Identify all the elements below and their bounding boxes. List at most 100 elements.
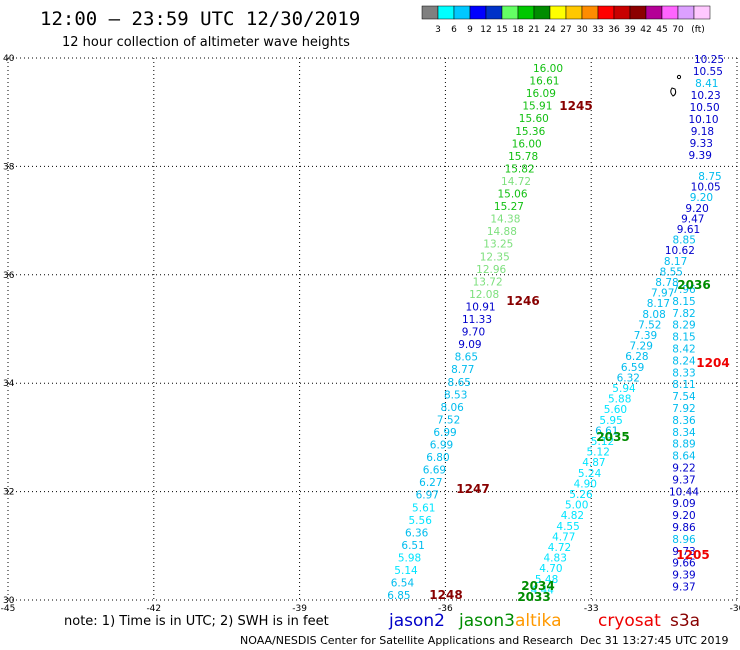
wave-height-label: 9.86 [672,522,696,534]
wave-height-label: 12.08 [469,289,499,301]
wave-height-label: 9.18 [691,126,714,138]
colorbar-swatch [437,5,455,20]
wave-height-label: 15.06 [497,189,527,201]
colorbar-label: 6 [451,25,457,35]
wave-height-label: 9.09 [672,498,695,510]
wave-height-label: 7.39 [634,330,657,342]
wave-height-label: 7.97 [651,288,674,300]
wave-height-label: 9.09 [458,339,481,351]
pass-time-label: 1246 [506,294,539,308]
wave-height-label: 9.73 [672,546,695,558]
wave-height-label: 16.00 [512,138,542,150]
wave-height-label: 5.56 [409,515,433,527]
chart-title: 12:00 – 23:59 UTC 12/30/2019 [40,8,360,30]
wave-height-label: 14.72 [501,176,531,188]
pass-time-label: 1204 [696,356,729,370]
timestamp-text: Dec 31 13:27:45 UTC 2019 [580,634,728,647]
colorbar-label: 70 [672,25,684,35]
colorbar-label: 3 [435,25,441,35]
wave-height-label: 8.08 [642,309,665,321]
wave-height-label: 8.11 [672,379,695,391]
wave-height-label: 4.55 [556,521,579,533]
colorbar-swatch [677,5,695,20]
wave-height-label: 6.28 [625,351,648,363]
colorbar-swatch [565,5,583,20]
wave-height-label: 5.95 [599,415,622,427]
wave-height-label: 9.37 [672,582,695,594]
satellite-legend-cryosat: cryosat [598,611,661,631]
colorbar-swatch [421,5,439,20]
wave-height-label: 8.89 [672,439,695,451]
wave-height-label: 9.22 [672,463,695,475]
wave-height-label: 5.98 [398,552,421,564]
wave-height-label: 8.55 [660,266,683,278]
wave-height-label: 8.29 [672,320,695,332]
colorbar-swatch [613,5,631,20]
wave-height-label: 6.61 [595,425,618,437]
wave-height-label: 14.88 [487,226,517,238]
wave-height-label: 7.52 [437,414,460,426]
colorbar-swatch [693,5,711,20]
y-tick-label: 36 [3,271,15,281]
wave-height-label: 8.78 [655,277,678,289]
x-tick-label: -42 [146,604,161,614]
colorbar-label: 18 [512,25,524,35]
wave-height-label: 8.24 [672,355,696,367]
wave-height-label: 10.44 [669,486,699,498]
colorbar-label: 27 [560,25,571,35]
colorbar-label: 21 [528,25,539,35]
pass-time-label: 2034 [521,579,554,593]
wave-height-label: 4.87 [582,457,605,469]
wave-height-label: 8.65 [455,352,478,364]
wave-height-label: 12.96 [476,264,506,276]
wave-height-label: 6.54 [391,578,415,590]
wave-height-label: 10.55 [693,66,723,78]
pass-time-label: 1245 [559,99,592,113]
axis-ticks: -45 -42 -39 -36 -33 -30 30 32 34 36 38 40 [1,54,740,614]
satellite-legend-jason3: jason3 [458,611,515,631]
wave-height-label: 8.15 [672,296,695,308]
colorbar-label: 12 [480,25,491,35]
wave-height-label: 13.25 [483,239,513,251]
wave-height-label: 7.54 [672,391,696,403]
wave-height-label: 10.62 [665,245,695,257]
y-tick-label: 38 [3,162,15,172]
wave-height-label: 8.77 [451,364,474,376]
wave-height-label: 9.70 [462,327,485,339]
wave-height-label: 4.77 [552,531,575,543]
wave-height-label: 8.06 [440,402,464,414]
satellite-legend-altika: altika [515,611,562,631]
credit-text: NOAA/NESDIS Center for Satellite Applica… [240,634,573,647]
chart-subtitle: 12 hour collection of altimeter wave hei… [62,35,350,50]
wave-height-label: 5.88 [608,394,631,406]
wave-height-label: 9.66 [672,558,696,570]
wave-height-label: 8.33 [672,367,695,379]
wave-height-label: 5.48 [535,574,558,586]
y-tick-label: 32 [3,488,14,498]
wave-height-label: 12.35 [480,251,510,263]
pass-time-label: 2035 [596,430,629,444]
colorbar-swatch [645,5,663,20]
colorbar-swatch [517,5,535,20]
colorbar-swatch [549,5,567,20]
wave-height-values: 16.0016.6116.0915.9115.6015.3616.0015.78… [387,54,724,602]
wave-height-label: 8.36 [672,415,696,427]
wave-height-label: 8.64 [672,451,696,463]
wave-height-label: 15.78 [508,151,538,163]
wave-height-label: 8.17 [647,298,670,310]
colorbar-label: 45 [656,25,667,35]
colorbar-label: 36 [608,25,620,35]
wave-height-label: 6.69 [423,465,446,477]
wave-height-label: 6.51 [401,540,424,552]
pass-time-label: 1205 [676,548,709,562]
wave-height-label: 5.14 [394,565,418,577]
colorbar-swatch [533,5,551,20]
x-tick-label: -45 [1,604,16,614]
wave-height-label: 7.92 [672,403,695,415]
colorbar-label: 9 [467,25,473,35]
wave-height-label: 5.00 [565,500,588,512]
x-tick-label: -36 [438,604,453,614]
wave-height-label: 6.80 [426,452,449,464]
